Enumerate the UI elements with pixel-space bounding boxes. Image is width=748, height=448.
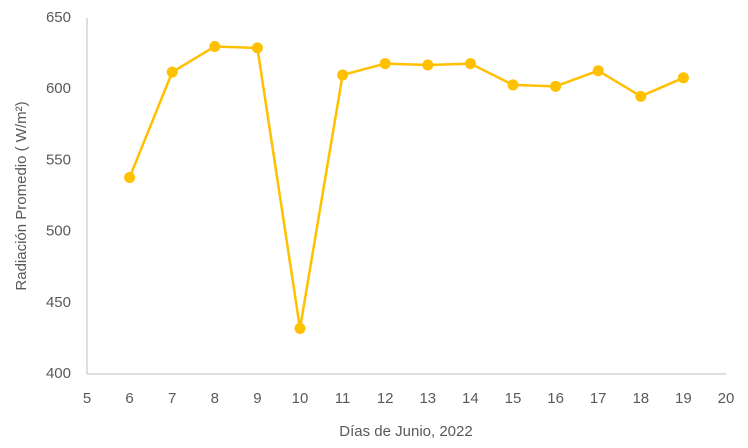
x-tick-label: 19 xyxy=(675,390,692,407)
x-tick-label: 7 xyxy=(168,390,176,407)
y-tick-label: 450 xyxy=(46,294,71,311)
x-axis-label: Días de Junio, 2022 xyxy=(339,423,472,440)
data-point xyxy=(550,80,562,92)
x-tick-label: 18 xyxy=(632,390,649,407)
x-tick-label: 6 xyxy=(125,390,133,407)
x-tick-label: 11 xyxy=(335,390,351,407)
x-tick-label: 15 xyxy=(505,390,522,407)
y-tick-label: 400 xyxy=(46,365,71,382)
data-point xyxy=(422,59,434,71)
data-point xyxy=(251,42,263,54)
data-point xyxy=(166,66,178,78)
x-tick-label: 14 xyxy=(462,390,479,407)
data-point xyxy=(337,69,349,81)
data-point xyxy=(507,79,519,91)
x-tick-label: 17 xyxy=(590,390,607,407)
series-line xyxy=(128,45,684,330)
y-tick-label: 650 xyxy=(46,9,71,26)
y-tick-label: 550 xyxy=(46,151,71,168)
data-point xyxy=(635,90,647,102)
x-tick-label: 13 xyxy=(419,390,436,407)
y-axis-label: Radiación Promedio ( W/m²) xyxy=(13,101,30,290)
data-point xyxy=(294,322,306,334)
x-tick-label: 16 xyxy=(547,390,564,407)
data-point xyxy=(464,58,476,70)
data-point xyxy=(379,58,391,70)
data-point xyxy=(677,72,689,84)
data-point xyxy=(124,171,136,183)
x-tick-label: 10 xyxy=(292,390,309,407)
y-tick-label: 500 xyxy=(46,223,71,240)
y-tick-label: 600 xyxy=(46,80,71,97)
data-point xyxy=(209,40,221,52)
data-point xyxy=(592,65,604,77)
x-tick-label: 12 xyxy=(377,390,394,407)
x-tick-label: 20 xyxy=(718,390,735,407)
x-tick-label: 8 xyxy=(211,390,219,407)
x-tick-label: 9 xyxy=(253,390,261,407)
x-tick-label: 5 xyxy=(83,390,91,407)
